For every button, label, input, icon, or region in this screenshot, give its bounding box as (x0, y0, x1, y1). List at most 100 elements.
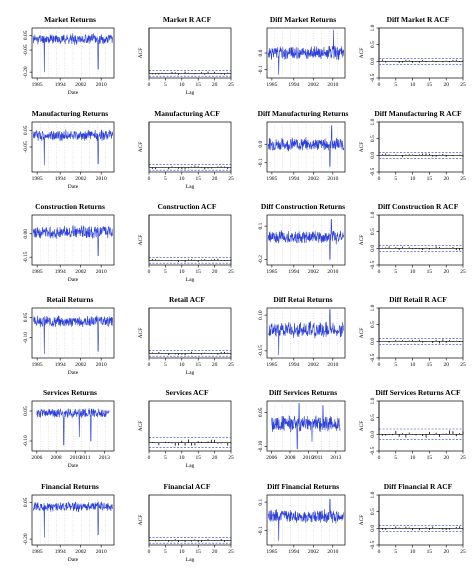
y-axis-label: ACF (359, 142, 365, 153)
x-tick-label: 2010 (96, 269, 107, 275)
y-tick-label: 0.05 (23, 497, 29, 507)
chart-panel: Diff Manufacturing R ACF 0 5 10 15 20 25 1.0 0.5… (355, 108, 469, 196)
chart-panel: Diff Construction Returns 1985 1994 2002 201… (243, 201, 351, 289)
x-tick-label: 20 (212, 362, 218, 368)
chart-title: Construction ACF (158, 202, 217, 211)
y-tick-label: 0.5 (370, 414, 376, 421)
y-tick-label: 0.1 (258, 222, 264, 229)
chart-svg: Market R ACF 0 5 10 15 20 25 Lag ACF (138, 15, 234, 96)
x-tick-label: 1994 (288, 549, 299, 555)
x-axis-label: Date (68, 463, 79, 469)
y-tick-label: 1.0 (370, 491, 376, 498)
y-tick-label: 0.0 (370, 431, 376, 438)
chart-panel: Diff Manufacturing Returns 1985 1994 2002 20… (243, 108, 351, 196)
chart-panel: Diff Retail R ACF 0 5 10 15 20 25 1.0 0.5 0.0 -0.5… (355, 294, 469, 382)
series-line (271, 402, 341, 450)
x-tick-label: 5 (394, 176, 397, 182)
chart-title: Diff Manufacturing R ACF (374, 109, 462, 118)
x-tick-label: 5 (394, 362, 397, 368)
y-tick-label: 0.0 (258, 141, 264, 148)
chart-svg: Construction ACF 0 5 10 15 20 25 Lag ACF (138, 202, 234, 283)
y-axis-label: ACF (359, 328, 365, 339)
plot-frame (378, 27, 464, 79)
y-tick-label: 0.5 (370, 321, 376, 328)
x-tick-label: 10 (179, 549, 185, 555)
x-tick-label: 20 (443, 549, 449, 555)
x-tick-label: 2002 (308, 82, 319, 88)
x-tick-label: 5 (164, 176, 167, 182)
x-tick-label: 5 (164, 269, 167, 275)
chart-svg: Diff Retai Returns 1985 1994 2002 2010 0.10 -0… (258, 295, 346, 368)
chart-title: Services ACF (165, 388, 209, 397)
y-tick-label: -0.10 (23, 435, 29, 447)
x-tick-label: 15 (195, 269, 201, 275)
plot-frame (378, 494, 464, 546)
x-tick-label: 15 (195, 549, 201, 555)
x-tick-label: 0 (378, 549, 381, 555)
x-tick-label: 15 (427, 362, 433, 368)
y-tick-label: 0.05 (258, 407, 264, 417)
y-axis-label: ACF (359, 48, 365, 59)
x-tick-label: 0 (378, 82, 381, 88)
x-axis-label: Lag (186, 370, 195, 376)
chart-title: Market R ACF (163, 15, 212, 24)
series-line (33, 225, 113, 256)
y-tick-label: -0.5 (370, 353, 376, 362)
x-tick-label: 1985 (32, 549, 43, 555)
x-tick-label: 10 (410, 82, 416, 88)
y-tick-label: -0.5 (370, 446, 376, 455)
plot-frame (378, 307, 464, 359)
chart-title: Diff Services Returns ACF (375, 388, 461, 397)
x-tick-label: 2010 (96, 549, 107, 555)
x-tick-label: 2010 (327, 176, 338, 182)
x-axis-label: Lag (186, 277, 195, 283)
x-tick-label: 10 (179, 455, 185, 461)
y-tick-label: -0.10 (258, 440, 264, 452)
y-tick-label: 0.5 (370, 41, 376, 48)
series-line (267, 29, 345, 75)
x-tick-label: 15 (427, 455, 433, 461)
chart-svg: Diff Manufacturing Returns 1985 1994 2002 20… (258, 109, 349, 182)
x-tick-label: 5 (164, 362, 167, 368)
chart-panel: Diff Market R ACF 0 5 10 15 20 25 1.0 0.5 0.0 -0.5… (355, 14, 469, 102)
x-tick-label: 2002 (308, 549, 319, 555)
x-tick-label: 0 (378, 455, 381, 461)
chart-panel: Services Returns 2006 2008 2010 2011 2013 0.05… (8, 387, 120, 475)
x-tick-label: 1994 (55, 269, 66, 275)
chart-panel: Diff Financial R ACF 0 5 10 15 20 25 1.0 0.5 0.0 -… (355, 481, 469, 569)
x-tick-label: 1994 (288, 82, 299, 88)
y-tick-label: 0.05 (23, 312, 29, 322)
x-tick-label: 0 (378, 176, 381, 182)
x-tick-label: 1985 (266, 269, 277, 275)
x-tick-label: 2010 (327, 362, 338, 368)
chart-panel: Manufacturing Returns 1985 1994 2002 2010 0.0… (8, 108, 120, 196)
y-tick-label: -0.15 (23, 251, 29, 263)
x-tick-label: 25 (460, 269, 466, 275)
chart-panel: Services ACF 0 5 10 15 20 25 Lag ACF (125, 387, 237, 475)
chart-title: Retail ACF (169, 295, 205, 304)
y-tick-label: 1.0 (370, 304, 376, 311)
x-tick-label: 10 (410, 362, 416, 368)
chart-panel: Diff Services Returns ACF 0 5 10 15 20 25 1.0 0.… (355, 387, 469, 475)
series-line (36, 408, 110, 446)
x-tick-label: 10 (179, 362, 185, 368)
chart-title: Market Returns (44, 15, 96, 24)
x-tick-label: 2013 (99, 455, 110, 461)
chart-svg: Diff Financial R ACF 0 5 10 15 20 25 1.0 0.5 0.0 -… (359, 482, 466, 555)
x-tick-label: 15 (195, 82, 201, 88)
chart-svg: Financial ACF 0 5 10 15 20 25 Lag ACF (138, 482, 234, 563)
x-tick-label: 2010 (96, 82, 107, 88)
y-tick-label: -0.20 (23, 66, 29, 78)
y-axis-label: ACF (138, 328, 144, 339)
y-tick-label: -0.5 (370, 73, 376, 82)
chart-title: Diff Retail R ACF (389, 295, 447, 304)
y-tick-label: 0.5 (370, 135, 376, 142)
chart-svg: Services ACF 0 5 10 15 20 25 Lag ACF (138, 388, 234, 469)
y-axis-label: ACF (138, 515, 144, 526)
y-tick-label: 0.00 (23, 229, 29, 239)
x-tick-label: 20 (443, 176, 449, 182)
x-tick-label: 1985 (266, 176, 277, 182)
x-axis-label: Date (68, 277, 79, 283)
y-tick-label: 0.0 (370, 245, 376, 252)
x-tick-label: 10 (410, 549, 416, 555)
